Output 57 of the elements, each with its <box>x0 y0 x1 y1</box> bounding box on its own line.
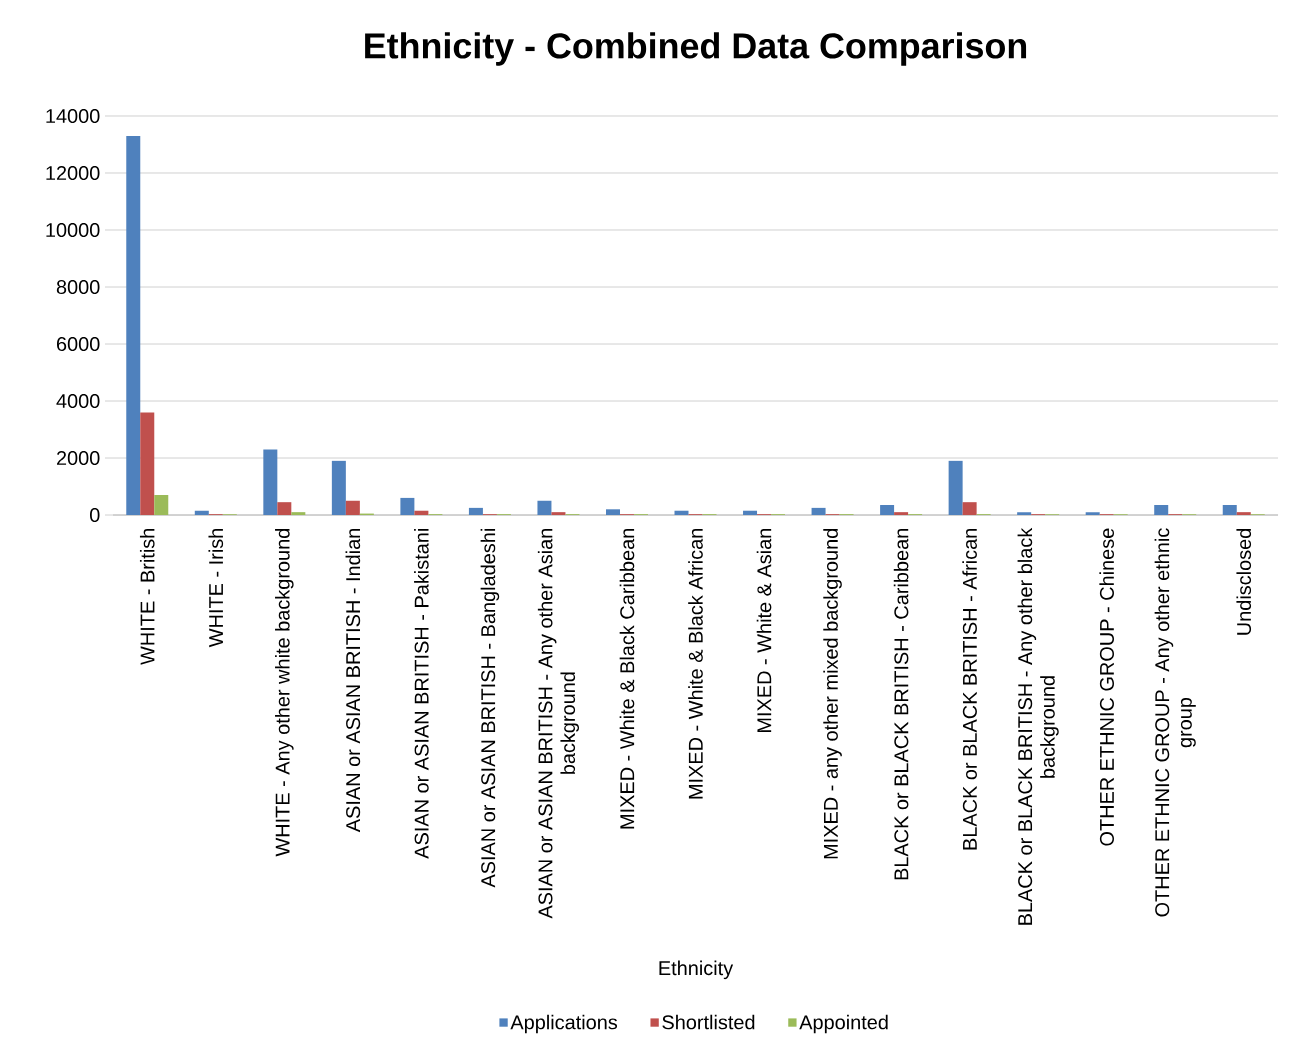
bar <box>263 449 278 515</box>
chart-title: Ethnicity - Combined Data Comparison <box>365 32 1027 66</box>
bar <box>551 512 566 515</box>
bar <box>140 412 155 515</box>
bar <box>743 510 758 515</box>
y-tick-label: 6000 <box>57 336 100 352</box>
bar <box>811 507 826 515</box>
x-axis-title: Ethnicity <box>659 960 734 980</box>
x-tick-label: BLACK or BLACK BRITISH - Any other black background <box>1017 527 1059 925</box>
bar <box>345 500 360 515</box>
y-tick-label: 12000 <box>46 165 100 181</box>
bar <box>1154 505 1169 515</box>
x-tick-label: MIXED - any other mixed background <box>823 529 842 859</box>
x-tick-label: ASIAN or ASIAN BRITISH - Bangladeshi <box>480 529 500 888</box>
bar <box>962 502 977 515</box>
bar <box>277 502 292 515</box>
x-tick-label: BLACK or BLACK BRITISH - African <box>962 529 977 850</box>
legend-label: Shortlisted <box>662 1014 755 1030</box>
x-tick-label: BLACK or BLACK BRITISH - Caribbean <box>893 529 909 880</box>
y-tick-label: 0 <box>90 507 100 523</box>
bar <box>674 510 689 515</box>
bar <box>1085 512 1100 515</box>
bar <box>880 505 895 515</box>
bar <box>1222 505 1237 515</box>
x-tick-label: WHITE - Irish <box>208 528 224 648</box>
y-tick-label: 10000 <box>46 222 100 238</box>
x-tick-label: ASIAN or ASIAN BRITISH - Indian <box>345 529 361 833</box>
x-tick-label: OTHER ETHNIC GROUP - Chinese <box>1099 528 1114 846</box>
x-tick-label: WHITE - British <box>139 528 155 665</box>
bar <box>400 497 415 515</box>
x-tick-label: MIXED - White & Black Caribbean <box>619 529 635 829</box>
bar <box>1017 512 1032 515</box>
x-tick-label: OTHER ETHNIC GROUP - Any other ethnic group <box>1154 528 1196 917</box>
y-tick-label: 8000 <box>56 279 100 295</box>
bar <box>894 512 909 515</box>
bar <box>194 510 209 515</box>
bar <box>154 495 169 515</box>
x-tick-label: ASIAN or ASIAN BRITISH - Any other Asian background <box>537 529 580 919</box>
x-tick-label: WHITE - Any other white background <box>275 529 294 857</box>
bar <box>537 500 552 515</box>
y-tick-label: 14000 <box>46 108 100 124</box>
y-tick-label: 4000 <box>56 393 100 409</box>
bar <box>291 512 306 515</box>
bar <box>331 460 346 515</box>
x-tick-label: Undisclosed <box>1236 529 1252 635</box>
y-tick-label: 2000 <box>56 450 100 466</box>
bar <box>948 460 963 515</box>
x-tick-label: MIXED - White & Black African <box>688 529 703 799</box>
legend-label: Appointed <box>799 1014 888 1034</box>
bar <box>605 509 620 515</box>
bar <box>1236 512 1251 515</box>
x-tick-label: ASIAN or ASIAN BRITISH - Pakistani <box>414 529 429 859</box>
bar <box>468 507 483 515</box>
bar <box>414 510 429 515</box>
legend-label: Applications <box>510 1014 618 1034</box>
x-tick-label: MIXED - White & Asian <box>756 529 772 733</box>
bar <box>126 135 141 515</box>
